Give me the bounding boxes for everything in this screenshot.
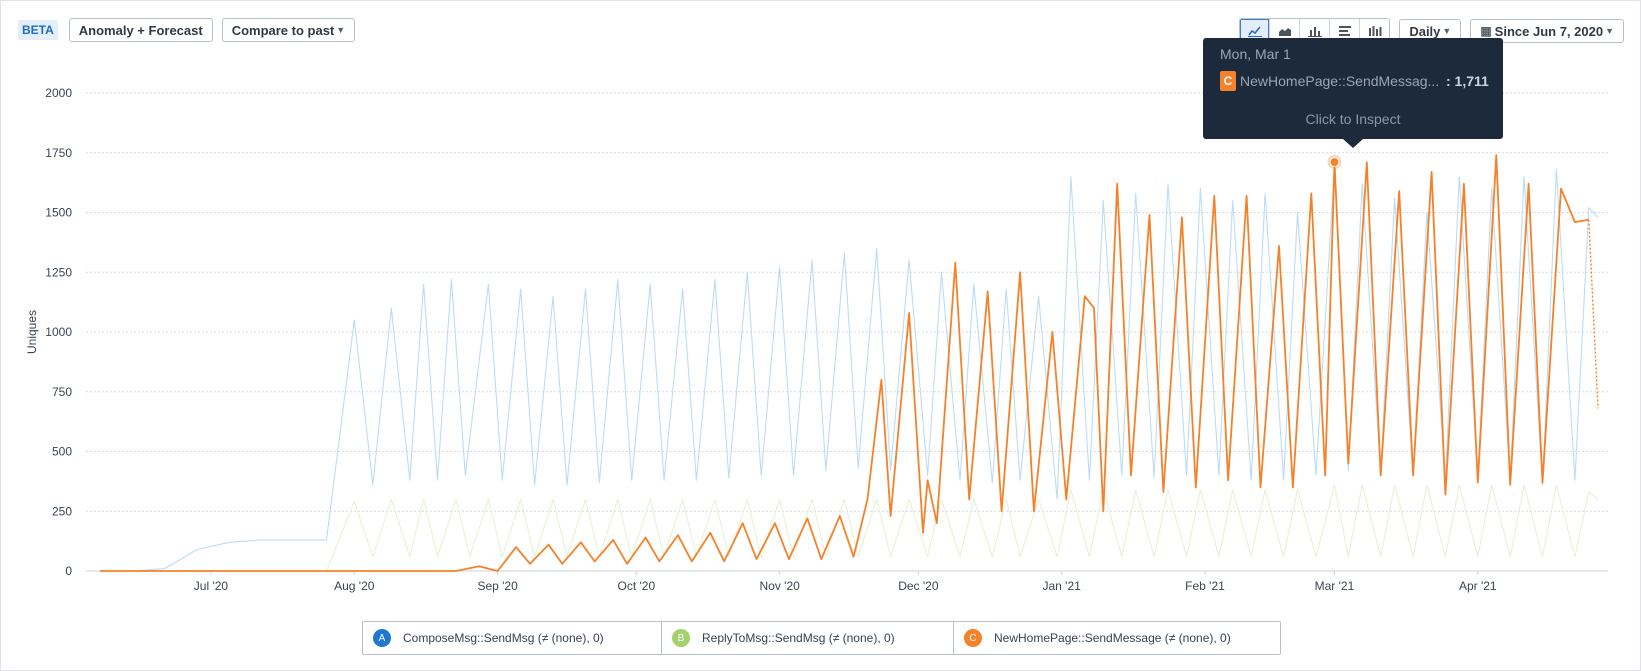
series-line-c [100, 154, 1589, 572]
y-tick-label: 1000 [45, 325, 72, 339]
y-tick-label: 1250 [45, 265, 72, 279]
x-tick-label: Jan '21 [1043, 579, 1082, 593]
x-tick-label: Apr '21 [1459, 579, 1497, 593]
series-line-c-forecast [1588, 219, 1599, 409]
x-tick-label: Jul '20 [194, 579, 229, 593]
series-a-badge: A [373, 629, 391, 647]
series-line-a [100, 164, 1599, 572]
line-chart[interactable]: 0 250 500 750 1000 1250 1500 1750 2000 Uniques Jul… [0, 60, 1641, 610]
highlight-point [1329, 157, 1340, 168]
chevron-down-icon: ▼ [1605, 26, 1614, 36]
date-range-dropdown[interactable]: ▦ Since Jun 7, 2020 ▼ [1470, 19, 1624, 43]
x-tick-label: Mar '21 [1315, 579, 1355, 593]
y-tick-label: 250 [52, 504, 72, 518]
x-tick-label: Nov '20 [759, 579, 800, 593]
y-tick-label: 0 [65, 564, 72, 578]
y-tick-label: 750 [52, 385, 72, 399]
compare-to-past-button[interactable]: Compare to past ▼ [221, 18, 356, 42]
y-axis-label: Uniques [25, 310, 39, 354]
chevron-down-icon: ▼ [336, 25, 346, 35]
legend-label-c: NewHomePage::SendMessage (≠ (none), 0) [994, 631, 1231, 645]
y-tick-label: 2000 [45, 86, 72, 100]
x-tick-label: Oct '20 [618, 579, 656, 593]
tooltip-series-name: NewHomePage::SendMessag... [1240, 73, 1440, 89]
click-to-inspect[interactable]: Click to Inspect [1305, 111, 1401, 127]
tooltip-date: Mon, Mar 1 [1220, 46, 1291, 62]
anomaly-forecast-button[interactable]: Anomaly + Forecast [68, 18, 213, 42]
calendar-icon: ▦ [1480, 24, 1492, 38]
series-c-badge: C [964, 629, 982, 647]
tooltip-series-row: C NewHomePage::SendMessag... : 1,711 [1220, 71, 1489, 91]
series-b-badge: B [672, 629, 690, 647]
chevron-down-icon: ▼ [1442, 26, 1452, 36]
y-tick-label: 1500 [45, 206, 72, 220]
series-line-b [100, 484, 1599, 572]
legend-item-b[interactable]: B ReplyToMsg::SendMsg (≠ (none), 0) [662, 622, 954, 654]
legend-label-a: ComposeMsg::SendMsg (≠ (none), 0) [403, 631, 604, 645]
chart-legend: A ComposeMsg::SendMsg (≠ (none), 0) B Re… [362, 621, 1281, 655]
legend-item-a[interactable]: A ComposeMsg::SendMsg (≠ (none), 0) [363, 622, 662, 654]
y-tick-label: 1750 [45, 146, 72, 160]
y-tick-label: 500 [52, 445, 72, 459]
legend-item-c[interactable]: C NewHomePage::SendMessage (≠ (none), 0) [954, 622, 1280, 654]
hover-tooltip[interactable]: Mon, Mar 1 C NewHomePage::SendMessag... … [1203, 38, 1503, 148]
chart-toolbar: BETA Anomaly + Forecast Compare to past ▼ [18, 18, 356, 42]
x-tick-label: Aug '20 [334, 579, 375, 593]
x-tick-label: Dec '20 [898, 579, 939, 593]
series-badge: C [1220, 71, 1236, 91]
tooltip-value: : 1,711 [1446, 73, 1489, 89]
beta-badge: BETA [18, 20, 58, 40]
x-tick-label: Feb '21 [1185, 579, 1225, 593]
x-tick-label: Sep '20 [477, 579, 518, 593]
legend-label-b: ReplyToMsg::SendMsg (≠ (none), 0) [702, 631, 895, 645]
